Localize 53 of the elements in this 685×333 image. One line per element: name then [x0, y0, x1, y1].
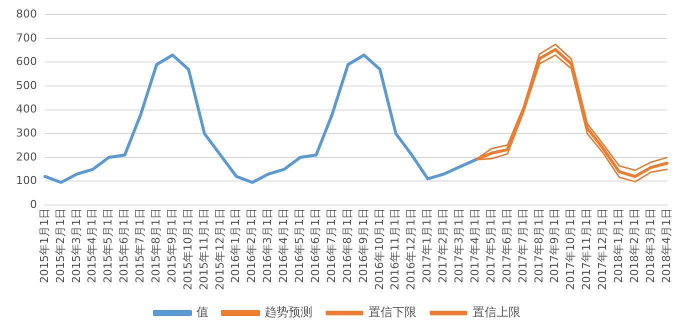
- legend-label: 置信下限: [368, 305, 416, 320]
- x-tick-label: 2016年5月1日: [293, 208, 306, 284]
- y-tick-label: 100: [16, 174, 37, 188]
- x-tick-label: 2015年5月1日: [102, 208, 115, 284]
- x-tick-label: 2016年11月1日: [388, 208, 402, 290]
- y-tick-label: 400: [16, 102, 37, 116]
- x-tick-label: 2018年4月1日: [660, 208, 673, 284]
- x-tick-label: 2016年1月1日: [229, 208, 242, 284]
- x-tick-label: 2015年7月1日: [134, 208, 147, 284]
- x-tick-label: 2017年2月1日: [436, 208, 450, 284]
- y-tick-label: 800: [16, 7, 37, 20]
- x-tick-label: 2015年1月1日: [38, 208, 51, 284]
- x-tick-label: 2016年8月1日: [340, 208, 354, 284]
- x-tick-label: 2015年12月1日: [213, 208, 226, 290]
- x-tick-label: 2017年1月1日: [420, 208, 434, 284]
- y-tick-label: 0: [30, 198, 37, 211]
- y-tick-label: 300: [16, 126, 37, 140]
- x-tick-label: 2017年6月1日: [500, 208, 514, 284]
- x-tick-label: 2016年9月1日: [356, 208, 370, 284]
- y-tick-label: 200: [16, 150, 37, 164]
- x-tick-label: 2015年9月1日: [165, 208, 178, 284]
- x-tick-label: 2017年7月1日: [516, 208, 530, 284]
- x-tick-label: 2016年6月1日: [308, 208, 322, 284]
- x-tick-label: 2015年4月1日: [86, 208, 99, 284]
- x-tick-label: 2017年11月1日: [580, 208, 594, 290]
- y-tick-label: 600: [16, 55, 37, 68]
- x-tick-label: 2015年2月1日: [54, 208, 67, 284]
- x-tick-label: 2017年10月1日: [564, 208, 578, 290]
- y-tick-label: 700: [16, 31, 37, 44]
- x-tick-label: 2016年12月1日: [404, 208, 418, 290]
- x-tick-label: 2015年8月1日: [149, 208, 162, 284]
- x-tick-label: 2016年4月1日: [277, 208, 290, 284]
- x-tick-label: 2017年5月1日: [484, 208, 498, 284]
- x-tick-label: 2016年2月1日: [245, 208, 258, 284]
- x-tick-label: 2015年10月1日: [181, 208, 194, 290]
- x-tick-label: 2017年8月1日: [532, 208, 546, 284]
- legend-label: 值: [196, 305, 208, 320]
- x-tick-label: 2016年7月1日: [324, 208, 338, 284]
- x-tick-label: 2018年2月1日: [628, 208, 641, 284]
- x-tick-label: 2018年3月1日: [644, 208, 657, 284]
- x-tick-label: 2017年3月1日: [452, 208, 466, 284]
- x-tick-label: 2017年12月1日: [596, 208, 610, 290]
- x-tick-label: 2017年4月1日: [468, 208, 482, 284]
- legend-label: 置信上限: [472, 305, 520, 320]
- x-tick-label: 2017年9月1日: [548, 208, 562, 284]
- x-tick-label: 2015年3月1日: [70, 208, 83, 284]
- y-tick-label: 500: [16, 78, 37, 92]
- x-tick-label: 2015年6月1日: [118, 208, 131, 284]
- x-tick-label: 2016年3月1日: [261, 208, 274, 284]
- x-tick-label: 2015年11月1日: [197, 208, 210, 290]
- x-tick-label: 2018年1月1日: [612, 208, 626, 284]
- legend-label: 趋势预测: [264, 305, 312, 320]
- x-tick-label: 2016年10月1日: [372, 208, 386, 290]
